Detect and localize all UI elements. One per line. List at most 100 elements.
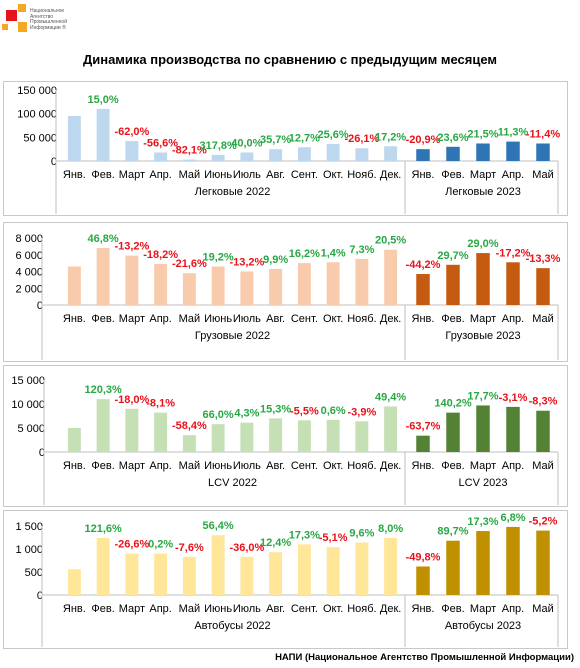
x-tick-label: Март — [119, 460, 145, 472]
data-label: 120,3% — [84, 384, 122, 396]
y-tick-label: 10 000 — [11, 399, 45, 411]
data-label: -18,0% — [114, 394, 149, 406]
data-label: -13,2% — [229, 257, 264, 269]
data-label: 7,3% — [349, 244, 374, 256]
x-tick-label: Дек. — [380, 460, 401, 472]
logo-line: Агентство — [30, 13, 53, 20]
x-tick-label: Нояб. — [347, 460, 376, 472]
data-label: -36,0% — [229, 542, 264, 554]
x-tick-label: Сент. — [291, 313, 318, 325]
y-tick-label: 100 000 — [17, 109, 57, 121]
data-label: 4,3% — [234, 408, 259, 420]
bar — [125, 141, 139, 161]
data-label: -58,4% — [172, 420, 207, 432]
data-label: -82,1% — [172, 145, 207, 157]
bar — [446, 146, 460, 161]
data-label: 19,2% — [203, 251, 234, 263]
bar — [240, 271, 254, 305]
data-label: 20,5% — [375, 235, 406, 247]
x-tick-label: Апр. — [502, 603, 524, 615]
data-label: -44,2% — [406, 259, 441, 271]
bar — [536, 143, 550, 161]
bar — [154, 263, 168, 305]
x-tick-label: Апр. — [502, 169, 524, 181]
bar — [125, 255, 139, 305]
bar — [211, 535, 225, 595]
x-tick-label: Фев. — [441, 313, 464, 325]
series-name: Автобусы 2022 — [194, 620, 270, 632]
bar — [326, 547, 340, 595]
x-tick-label: Март — [470, 603, 496, 615]
x-tick-label: Янв. — [63, 169, 86, 181]
data-label: -7,6% — [175, 542, 204, 554]
bar — [96, 248, 110, 305]
data-label: -11,4% — [526, 128, 560, 140]
data-label: -5,2% — [529, 516, 558, 528]
x-tick-label: Дек. — [380, 603, 401, 615]
bar — [326, 262, 340, 305]
data-label: 15,3% — [260, 403, 291, 415]
logo-line: Промышленной — [30, 19, 67, 25]
data-label: -26,6% — [114, 539, 149, 551]
logo-mark-icon — [2, 4, 27, 32]
y-tick-label: 1 000 — [15, 544, 43, 556]
bar — [297, 420, 311, 452]
data-label: -56,6% — [143, 137, 178, 149]
x-tick-label: Окт. — [323, 603, 343, 615]
bar — [211, 266, 225, 305]
data-label: 35,7% — [260, 134, 291, 146]
bar — [416, 566, 430, 595]
data-label: 15,0% — [88, 94, 119, 106]
data-label: -8,1% — [146, 398, 175, 410]
data-label: -13,2% — [114, 241, 149, 253]
x-tick-label: Май — [532, 169, 554, 181]
y-tick-label: 2 000 — [15, 283, 43, 295]
x-tick-label: Фев. — [91, 603, 114, 615]
x-tick-label: Апр. — [502, 460, 524, 472]
bar — [536, 268, 550, 305]
bar — [355, 542, 369, 595]
y-tick-label: 4 000 — [15, 267, 43, 279]
bar — [476, 143, 490, 161]
data-label: -8,3% — [529, 396, 558, 408]
x-tick-label: Май — [179, 460, 201, 472]
series-name: LCV 2023 — [459, 477, 508, 489]
bar — [506, 406, 520, 452]
data-label: 17,3% — [289, 529, 320, 541]
data-label: 49,4% — [375, 391, 406, 403]
bar — [326, 143, 340, 161]
data-label: -5,5% — [290, 405, 319, 417]
data-label: -26,1% — [344, 133, 379, 145]
bar — [182, 435, 196, 452]
bar — [355, 148, 369, 161]
x-tick-label: Июль — [233, 460, 261, 472]
x-tick-label: Май — [179, 313, 201, 325]
y-tick-label: 50 000 — [23, 132, 57, 144]
bar — [269, 552, 283, 595]
bar — [476, 253, 490, 305]
x-tick-label: Июнь — [204, 169, 232, 181]
y-tick-label: 5 000 — [17, 423, 45, 435]
data-label: -62,0% — [114, 126, 149, 138]
bar — [182, 159, 196, 161]
x-tick-label: Нояб. — [347, 603, 376, 615]
bar — [416, 274, 430, 305]
x-tick-label: Окт. — [323, 460, 343, 472]
x-tick-label: Март — [470, 313, 496, 325]
data-label: 0,2% — [148, 539, 173, 551]
x-tick-label: Май — [532, 603, 554, 615]
x-tick-label: Май — [532, 313, 554, 325]
bar — [154, 412, 168, 452]
bar — [240, 422, 254, 452]
panel-trucks: 8 000 6 000 4 000 2 000 0 Янв. 46,8% Фев. -13,2%… — [3, 222, 568, 362]
x-tick-label: Май — [179, 603, 201, 615]
y-tick-label: 6 000 — [15, 250, 43, 262]
footer-source: НАПИ (Национальное Агентство Промышленно… — [275, 652, 574, 663]
bar — [154, 553, 168, 595]
bar — [416, 149, 430, 161]
data-label: 29,7% — [437, 250, 468, 262]
bar — [96, 537, 110, 595]
x-tick-label: Фев. — [441, 460, 464, 472]
x-tick-label: Авг. — [266, 603, 285, 615]
bar — [355, 421, 369, 452]
